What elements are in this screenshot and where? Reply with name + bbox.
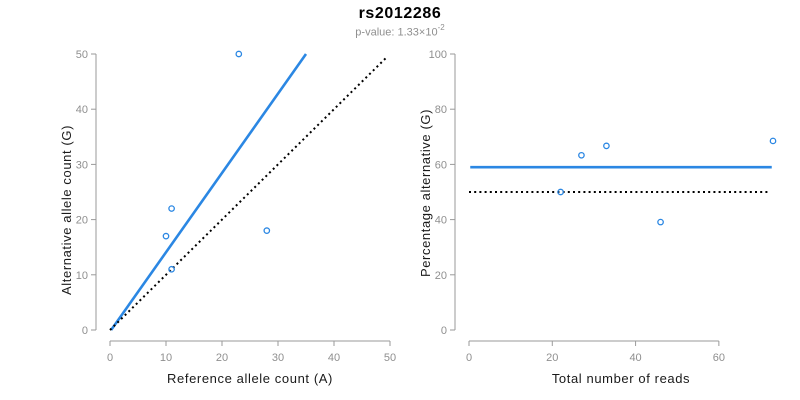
identity-line (109, 56, 388, 331)
p-value-text: p-value: 1.33×10 (355, 26, 438, 39)
y-tick-label: 20 (76, 215, 88, 227)
data-point (603, 142, 610, 150)
data-point (235, 50, 243, 58)
y-tick-label: 100 (429, 49, 447, 61)
x-tick-label: 40 (328, 352, 340, 364)
x-tick-label: 30 (272, 352, 284, 364)
fitted-allele-ratio-line (110, 53, 308, 331)
x-tick-label: 0 (107, 352, 113, 364)
data-point (168, 205, 175, 212)
y-tick-label: 0 (441, 325, 447, 337)
x-tick-label: 20 (546, 352, 558, 364)
x-tick-label: 0 (466, 352, 472, 364)
y-tick-label: 50 (76, 49, 88, 61)
y-tick-label: 30 (76, 159, 88, 171)
x-tick-label: 20 (216, 352, 228, 364)
y-tick-label: 80 (435, 104, 447, 116)
y-axis-title: Percentage alternative (G) (418, 109, 433, 277)
p-value-subtitle: p-value: 1.33×10-2 (0, 23, 800, 39)
x-tick-label: 10 (160, 352, 172, 364)
data-point (657, 218, 664, 226)
data-point (578, 151, 585, 159)
y-tick-label: 40 (76, 104, 88, 116)
snp-title: rs2012286 (358, 5, 442, 22)
x-tick-label: 60 (713, 352, 725, 364)
x-tick-label: 50 (384, 352, 396, 364)
x-axis-title: Total number of reads (552, 371, 690, 386)
data-point (557, 188, 564, 196)
data-point (168, 265, 175, 273)
data-point (769, 137, 777, 145)
p-value-exponent: -2 (437, 23, 445, 32)
y-tick-label: 10 (76, 270, 88, 282)
y-tick-label: 0 (82, 325, 88, 337)
data-point (162, 232, 170, 240)
y-axis-title: Alternative allele count (G) (59, 125, 74, 295)
x-tick-label: 40 (629, 352, 641, 364)
y-tick-label: 40 (435, 215, 447, 227)
data-point (263, 227, 271, 234)
y-tick-label: 60 (435, 159, 447, 171)
x-axis-title: Reference allele count (A) (167, 371, 333, 386)
y-tick-label: 20 (435, 270, 447, 282)
